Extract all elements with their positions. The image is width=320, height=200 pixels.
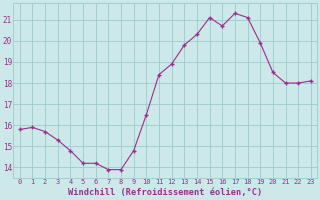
X-axis label: Windchill (Refroidissement éolien,°C): Windchill (Refroidissement éolien,°C) [68, 188, 262, 197]
